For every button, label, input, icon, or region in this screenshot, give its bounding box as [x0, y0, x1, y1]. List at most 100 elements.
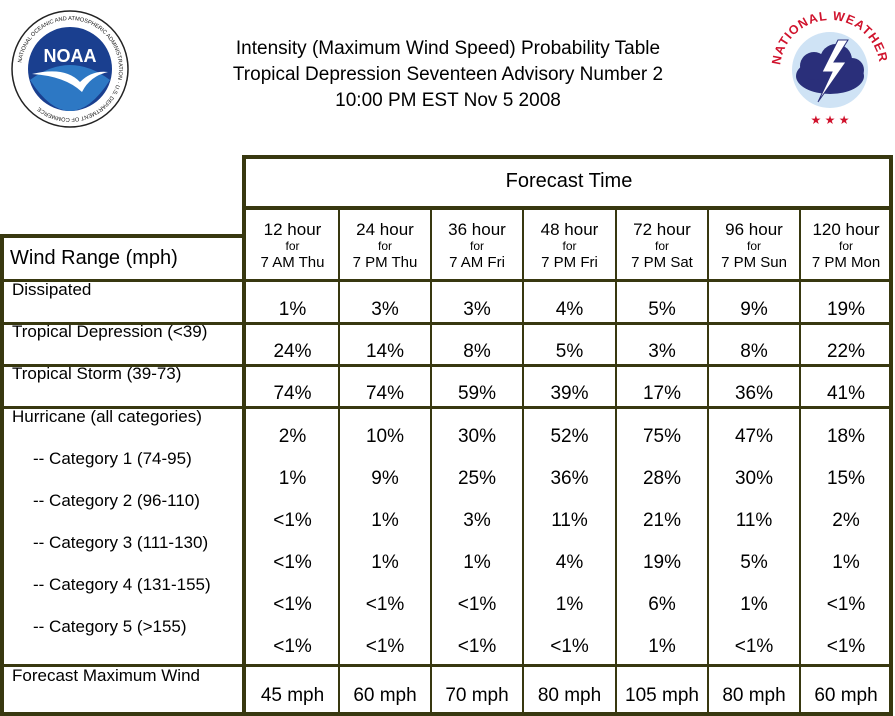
column-header-valid: 7 AM Fri	[449, 254, 505, 271]
column-header: 12 hour for 7 AM Thu	[246, 220, 339, 272]
page-title: Intensity (Maximum Wind Speed) Probabili…	[150, 36, 746, 114]
column-header-hour: 120 hour	[812, 220, 880, 239]
column-header-hour: 72 hour	[633, 220, 691, 239]
table-cell: 19%	[826, 299, 866, 320]
table-cell: 8%	[740, 341, 768, 362]
table-cell: <1%	[826, 594, 866, 615]
table-cell: 59%	[457, 383, 497, 404]
column-header-for: for	[469, 239, 484, 253]
noaa-logo: NOAA NATIONAL OCEANIC AND ATMOSPHERIC AD…	[11, 10, 129, 128]
column-header: 36 hour for 7 AM Fri	[431, 220, 523, 272]
column-divider	[338, 208, 340, 714]
row-label: -- Category 4 (131-155)	[33, 575, 211, 594]
column-header: 48 hour for 7 PM Fri	[523, 220, 616, 272]
table-cell: 36%	[734, 383, 774, 404]
row-label: Tropical Storm (39-73)	[12, 364, 182, 383]
table-cell: 3%	[371, 299, 399, 320]
column-header-for: for	[746, 239, 761, 253]
table-cell: 39%	[550, 383, 589, 404]
column-header-valid: 7 PM Fri	[541, 254, 598, 271]
forecast-time-header: Forecast Time	[505, 170, 633, 192]
nws-logo: NATIONAL WEATHER SERVICE ★ ★ ★	[770, 10, 890, 127]
table-cell: 70 mph	[445, 685, 509, 706]
row-divider	[0, 322, 892, 325]
table-cell: 15%	[826, 468, 866, 489]
table-cell: 75%	[642, 426, 682, 447]
row-label: Forecast Maximum Wind	[12, 666, 200, 685]
wind-range-header: Wind Range (mph)	[10, 247, 178, 269]
table-cell: 2%	[832, 510, 860, 531]
column-header-hour: 12 hour	[263, 220, 322, 239]
column-divider	[522, 208, 524, 714]
table-border-left	[0, 234, 4, 716]
table-cell: 11%	[551, 510, 588, 531]
table-border-bottom	[0, 712, 893, 716]
table-cell: 52%	[550, 426, 589, 447]
column-header: 24 hour for 7 PM Thu	[339, 220, 431, 272]
table-cell: <1%	[273, 552, 312, 573]
column-header-valid: 7 PM Sun	[721, 254, 787, 271]
row-divider	[0, 664, 892, 667]
title-line-3: 10:00 PM EST Nov 5 2008	[335, 90, 561, 111]
table-cell: 3%	[463, 299, 491, 320]
table-cell: 28%	[642, 468, 682, 489]
row-label: -- Category 5 (>155)	[33, 617, 187, 636]
table-cell: 80 mph	[722, 685, 786, 706]
column-header-for: for	[654, 239, 669, 253]
row-divider	[0, 279, 892, 282]
table-cell: <1%	[365, 594, 405, 615]
table-cell: 18%	[826, 426, 866, 447]
table-cell: 1%	[371, 510, 399, 531]
table-cell: 74%	[273, 383, 312, 404]
row-divider	[0, 364, 892, 367]
nws-stars-icon: ★ ★ ★	[811, 113, 850, 127]
table-cell: 17%	[642, 383, 682, 404]
row-label: Dissipated	[12, 280, 92, 299]
forecast-time-divider	[246, 206, 892, 210]
table-cell: 4%	[555, 552, 584, 573]
noaa-wordmark: NOAA	[44, 46, 97, 66]
column-header-hour: 96 hour	[725, 220, 783, 239]
table-cell: 6%	[648, 594, 676, 615]
wind-range-top-border	[0, 234, 246, 238]
table-cell: 41%	[826, 383, 866, 404]
row-label: -- Category 2 (96-110)	[33, 491, 200, 510]
table-cell: 10%	[365, 426, 405, 447]
table-cell: 1%	[740, 594, 768, 615]
table-cell: 5%	[648, 299, 676, 320]
table-border-top	[242, 155, 893, 159]
table-cell: <1%	[273, 636, 312, 657]
table-cell: 14%	[365, 341, 405, 362]
column-divider	[615, 208, 617, 714]
table-cell: 24%	[273, 341, 312, 362]
column-header-valid: 7 PM Mon	[811, 254, 881, 271]
table-cell: 1%	[648, 636, 676, 657]
table-cell: 45 mph	[260, 685, 325, 706]
table-cell: 3%	[463, 510, 491, 531]
column-header-valid: 7 PM Sat	[631, 254, 693, 271]
column-divider	[430, 208, 432, 714]
column-header-valid: 7 AM Thu	[260, 254, 325, 271]
column-header-hour: 48 hour	[540, 220, 599, 239]
table-cell: 47%	[734, 426, 774, 447]
column-header-hour: 24 hour	[356, 220, 414, 239]
table-cell: 74%	[365, 383, 405, 404]
table-cell: 80 mph	[537, 685, 602, 706]
column-header-for: for	[838, 239, 853, 253]
row-label: -- Category 3 (111-130)	[33, 533, 209, 552]
row-label: -- Category 1 (74-95)	[33, 449, 192, 468]
table-cell: 5%	[555, 341, 584, 362]
column-header-for: for	[562, 239, 577, 253]
table-cell: <1%	[457, 594, 497, 615]
table-cell: 11%	[735, 510, 773, 531]
table-cell: 105 mph	[625, 685, 699, 706]
table-cell: 30%	[734, 468, 774, 489]
table-cell: 21%	[642, 510, 682, 531]
table-cell: 30%	[457, 426, 497, 447]
row-label: Tropical Depression (<39)	[12, 322, 208, 341]
table-cell: <1%	[365, 636, 405, 657]
table-cell: 25%	[457, 468, 497, 489]
column-header: 120 hour for 7 PM Mon	[800, 220, 892, 272]
table-cell: 36%	[550, 468, 589, 489]
table-cell: 8%	[463, 341, 491, 362]
